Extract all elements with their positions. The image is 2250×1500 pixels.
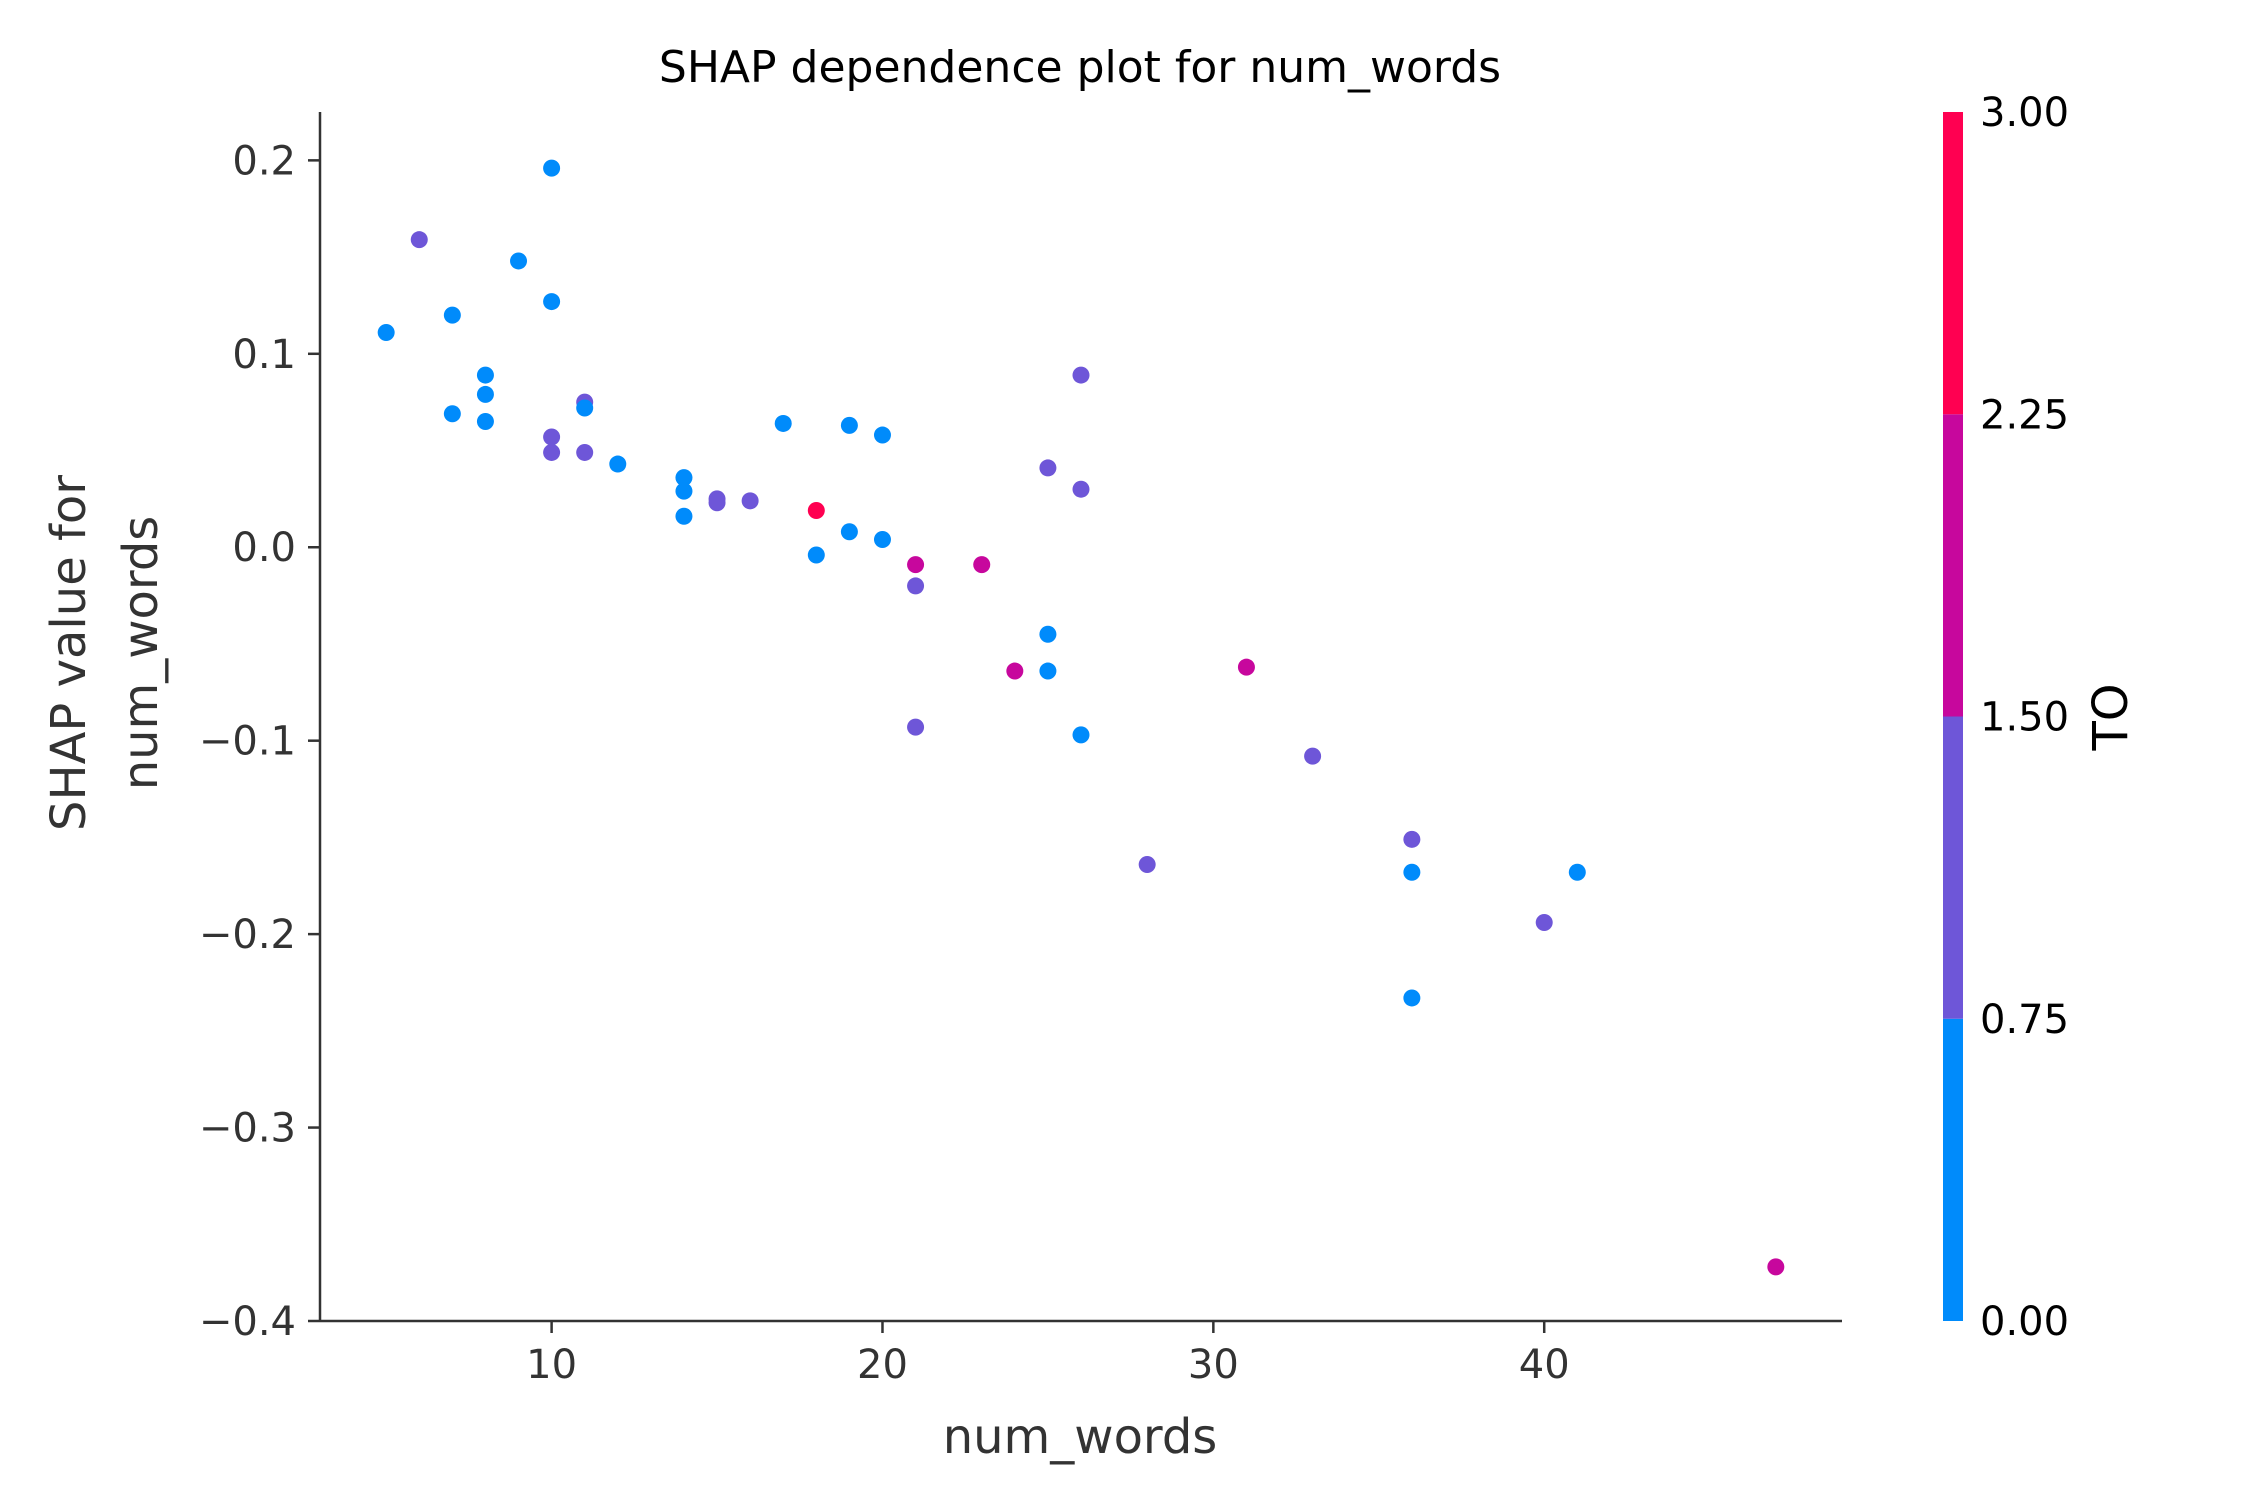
plot-axes [318, 112, 1842, 1323]
x-tick-label: 40 [1519, 1342, 1570, 1388]
x-tick-label: 20 [857, 1342, 908, 1388]
colorbar-tick-label: 3.00 [1980, 90, 2069, 136]
y-ticks: 0.2 0.1 0.0 −0.1 −0.2 −0.3 −0.4 [199, 138, 320, 1345]
scatter-point [543, 443, 561, 461]
scatter-point [576, 443, 594, 461]
colorbar-tick-label: 0.75 [1980, 997, 2069, 1043]
y-tick-label: −0.3 [199, 1106, 296, 1152]
x-axis-label: num_words [943, 1409, 1218, 1465]
x-tick-label: 30 [1188, 1342, 1239, 1388]
scatter-point [973, 556, 991, 574]
x-tick-label: 10 [526, 1342, 577, 1388]
scatter-point [1039, 662, 1057, 680]
scatter-point [510, 252, 528, 270]
colorbar-segment [1943, 716, 1963, 1019]
scatter-point [840, 416, 858, 434]
scatter-point [1304, 747, 1322, 765]
scatter-point [907, 577, 925, 595]
scatter-point [907, 556, 925, 574]
chart-title: SHAP dependence plot for num_words [659, 42, 1501, 93]
scatter-point [543, 293, 561, 311]
scatter-point [708, 494, 726, 512]
scatter-point [1403, 989, 1421, 1007]
scatter-point [675, 507, 693, 525]
scatter-point [1237, 658, 1255, 676]
scatter-point [675, 482, 693, 500]
scatter-point [1072, 480, 1090, 498]
scatter-point [576, 399, 594, 417]
scatter-point [1767, 1258, 1785, 1276]
scatter-point [1403, 830, 1421, 848]
scatter-point [873, 426, 891, 444]
scatter-point [410, 231, 428, 249]
scatter-point [741, 492, 759, 510]
scatter-point [1072, 726, 1090, 744]
x-ticks: 10 20 30 40 [526, 1321, 1570, 1388]
scatter-point [1568, 863, 1586, 881]
y-axis-label-line-1: SHAP value for [41, 475, 97, 831]
colorbar-label: TO [2083, 683, 2139, 751]
scatter-point [543, 428, 561, 446]
y-tick-label: −0.1 [199, 719, 296, 765]
colorbar-segment [1943, 112, 1963, 415]
scatter-point [443, 405, 461, 423]
colorbar-tick-label: 2.25 [1980, 392, 2069, 438]
scatter-point [1403, 863, 1421, 881]
scatter-points [377, 159, 1785, 1276]
scatter-point [807, 501, 825, 519]
y-tick-label: 0.2 [232, 138, 296, 184]
scatter-point [840, 523, 858, 541]
y-tick-label: 0.1 [232, 332, 296, 378]
y-tick-label: −0.2 [199, 912, 296, 958]
scatter-point [873, 531, 891, 549]
scatter-point [476, 385, 494, 403]
scatter-point [1072, 366, 1090, 384]
scatter-point [1039, 459, 1057, 477]
scatter-point [807, 546, 825, 564]
colorbar-tick-label: 0.00 [1980, 1299, 2069, 1345]
y-tick-label: −0.4 [199, 1299, 296, 1345]
scatter-point [476, 366, 494, 384]
y-axis-label-line-2: num_words [113, 516, 169, 791]
scatter-point [609, 455, 627, 473]
scatter-point [774, 414, 792, 432]
scatter-point [476, 413, 494, 431]
scatter-point [1535, 914, 1553, 932]
scatter-point [675, 469, 693, 487]
scatter-point [543, 159, 561, 177]
scatter-point [1138, 855, 1156, 873]
colorbar-tick-label: 1.50 [1980, 695, 2069, 741]
scatter-point [1039, 625, 1057, 643]
scatter-point [907, 718, 925, 736]
scatter-point [377, 324, 395, 342]
colorbar-segment [1943, 1018, 1963, 1321]
colorbar-segment [1943, 414, 1963, 717]
scatter-point [1006, 662, 1024, 680]
y-tick-label: 0.0 [232, 525, 296, 571]
colorbar: 3.00 2.25 1.50 0.75 0.00 [1943, 90, 2069, 1345]
scatter-point [443, 306, 461, 324]
